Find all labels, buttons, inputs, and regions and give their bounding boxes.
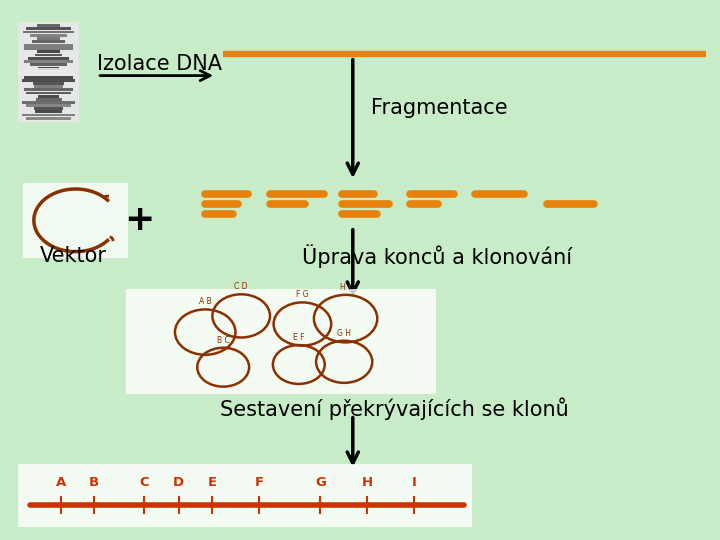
Text: G: G <box>315 476 326 489</box>
Bar <box>28 57 69 60</box>
Text: H: H <box>361 476 373 489</box>
Text: Üprava konců a klonování: Üprava konců a klonování <box>302 245 572 268</box>
Bar <box>23 183 128 258</box>
Text: C D: C D <box>235 282 248 291</box>
Bar <box>30 64 68 66</box>
Bar <box>22 79 75 82</box>
Text: I: I <box>412 476 416 489</box>
Bar <box>35 98 62 100</box>
Text: Sestavení překrývajících se klonů: Sestavení překrývajících se klonů <box>220 397 568 420</box>
Bar <box>26 117 71 119</box>
Text: C: C <box>139 476 149 489</box>
Text: A: A <box>56 476 66 489</box>
Bar <box>18 464 472 526</box>
Text: E F: E F <box>293 333 305 342</box>
Bar <box>35 85 63 88</box>
Bar <box>24 89 73 91</box>
Bar <box>37 24 60 27</box>
Bar <box>22 101 75 104</box>
Bar <box>22 113 75 116</box>
Bar <box>32 40 66 43</box>
Bar <box>35 53 62 56</box>
Text: Fragmentace: Fragmentace <box>371 98 508 118</box>
Bar <box>35 110 62 113</box>
Bar <box>37 67 60 70</box>
Text: +: + <box>124 204 154 237</box>
Text: B C: B C <box>217 335 230 345</box>
Text: Vektor: Vektor <box>40 246 107 267</box>
Bar <box>18 22 79 122</box>
Bar <box>24 44 73 46</box>
Bar <box>26 92 71 94</box>
Bar <box>33 82 64 85</box>
Bar <box>37 50 60 53</box>
Bar <box>27 104 71 107</box>
Text: F G: F G <box>296 290 309 299</box>
Text: E: E <box>208 476 217 489</box>
Bar <box>18 68 79 76</box>
Bar <box>37 94 60 98</box>
Bar <box>24 76 73 79</box>
Text: G H: G H <box>337 328 351 338</box>
Bar <box>24 47 73 50</box>
Bar <box>30 34 67 37</box>
Text: B: B <box>89 476 99 489</box>
Text: A B: A B <box>199 297 212 306</box>
Bar <box>34 107 63 110</box>
Text: H I: H I <box>341 282 351 292</box>
Bar <box>23 31 74 33</box>
Bar <box>126 289 436 394</box>
Bar <box>37 37 60 40</box>
Text: Izolace DNA: Izolace DNA <box>97 53 222 74</box>
Bar <box>24 60 73 63</box>
Text: F: F <box>255 476 264 489</box>
Text: D: D <box>173 476 184 489</box>
Bar <box>26 28 71 30</box>
